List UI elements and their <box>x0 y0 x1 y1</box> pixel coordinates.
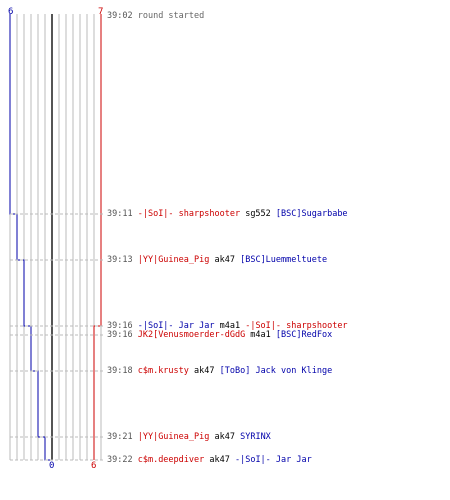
blue-bottom-count: 0 <box>49 461 54 471</box>
log-line: 39:21 |YY|Guinea_Pig ak47 SYRINX <box>107 432 271 442</box>
victim-name: SYRINX <box>240 432 271 442</box>
log-time: 39:18 <box>107 366 138 376</box>
log-time: 39:16 <box>107 330 138 340</box>
weapon-name: m4a1 <box>214 321 246 331</box>
killer-name: |YY|Guinea_Pig <box>137 255 210 265</box>
log-time: 39:13 <box>107 255 138 265</box>
log-line: 39:16 -|SoI|- Jar Jar m4a1 -|SoI|- sharp… <box>107 321 348 331</box>
log-line: 39:18 c$m.krusty ak47 [ToBo] Jack von Kl… <box>107 366 332 376</box>
weapon-name: sg552 <box>240 209 276 219</box>
red-team-alive-line <box>93 14 102 460</box>
log-message: round started <box>137 11 205 21</box>
log-time: 39:21 <box>107 432 138 442</box>
killer-name: -|SoI|- Jar Jar <box>137 321 215 331</box>
killer-name: JK2[Venusmoerder-dGdG <box>137 330 246 340</box>
killer-name: |YY|Guinea_Pig <box>137 432 210 442</box>
weapon-name: m4a1 <box>245 330 276 340</box>
killer-name: c$m.deepdiver <box>137 455 205 465</box>
weapon-name: ak47 <box>209 255 241 265</box>
victim-name: [BSC]Luemmeltuete <box>240 255 328 265</box>
victim-name: [BSC]RedFox <box>275 330 333 340</box>
victim-name: [ToBo] Jack von Klinge <box>219 366 333 376</box>
log-line: 39:13 |YY|Guinea_Pig ak47 [BSC]Luemmeltu… <box>107 255 327 265</box>
weapon-name: ak47 <box>204 455 235 465</box>
log-time: 39:22 <box>107 455 138 465</box>
log-line: 39:11 -|SoI|- sharpshooter sg552 [BSC]Su… <box>107 209 348 219</box>
blue-top-count: 6 <box>8 7 13 17</box>
killer-name: c$m.krusty <box>137 366 189 376</box>
log-time: 39:16 <box>107 321 138 331</box>
event-connectors <box>10 213 104 461</box>
victim-name: -|SoI|- Jar Jar <box>234 455 312 465</box>
weapon-name: ak47 <box>188 366 220 376</box>
player-grid <box>9 14 102 460</box>
red-bottom-count: 6 <box>91 461 96 471</box>
log-time: 39:02 <box>107 11 138 21</box>
log-line: 39:02 round started <box>107 11 204 21</box>
log-line: 39:16 JK2[Venusmoerder-dGdG m4a1 [BSC]Re… <box>107 330 332 340</box>
log-line: 39:22 c$m.deepdiver ak47 -|SoI|- Jar Jar <box>107 455 312 465</box>
victim-name: [BSC]Sugarbabe <box>275 209 348 219</box>
red-top-count: 7 <box>98 7 103 17</box>
killer-name: -|SoI|- sharpshooter <box>137 209 241 219</box>
victim-name: -|SoI|- sharpshooter <box>245 321 348 331</box>
log-time: 39:11 <box>107 209 138 219</box>
weapon-name: ak47 <box>209 432 241 442</box>
